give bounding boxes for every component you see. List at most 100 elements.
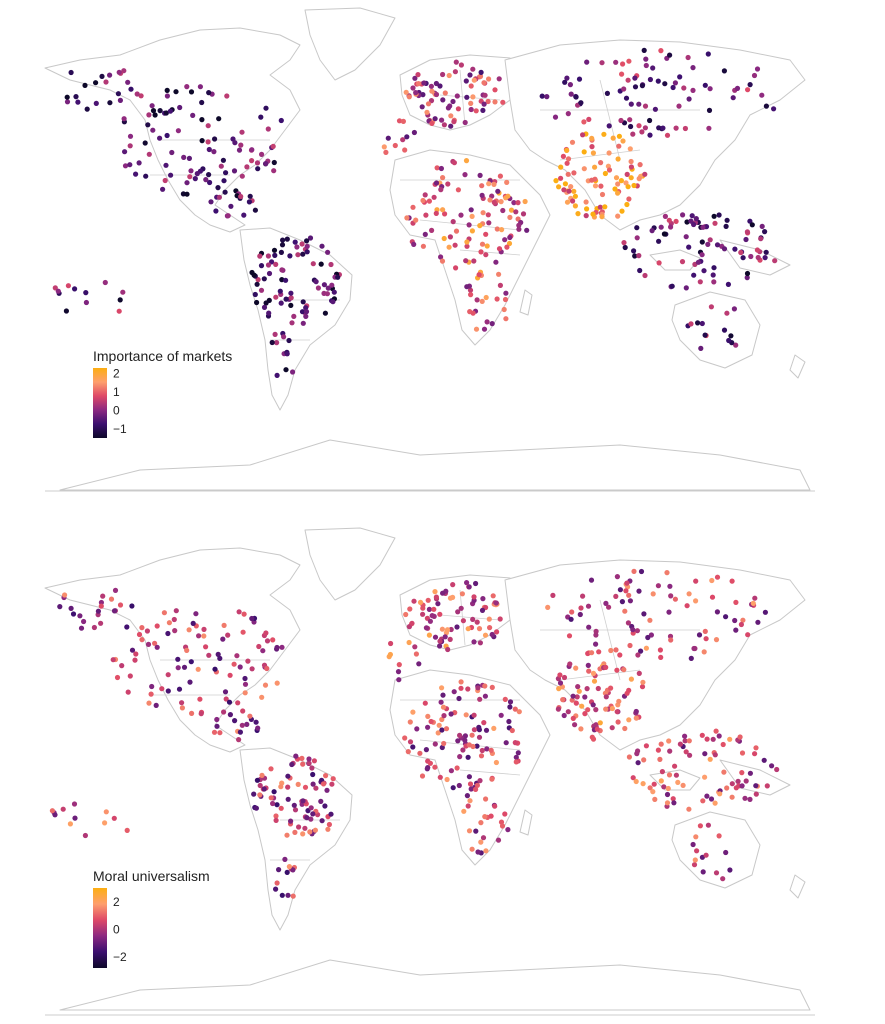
site-dot bbox=[270, 800, 276, 807]
landmass bbox=[789, 354, 806, 379]
site-dot bbox=[111, 608, 118, 614]
site-dot bbox=[237, 664, 243, 670]
country-border bbox=[459, 69, 466, 126]
site-dot bbox=[196, 633, 202, 639]
site-dot bbox=[727, 736, 733, 742]
site-dot bbox=[477, 778, 483, 784]
site-dot bbox=[506, 240, 513, 247]
legend-tick-label: 2 bbox=[113, 367, 120, 381]
site-dot bbox=[604, 90, 611, 96]
site-dot bbox=[609, 705, 616, 712]
site-dot bbox=[263, 105, 269, 111]
site-dot bbox=[285, 784, 291, 790]
site-dot bbox=[544, 94, 550, 100]
site-dot bbox=[274, 372, 280, 378]
site-dot bbox=[292, 807, 299, 813]
site-dot bbox=[244, 721, 250, 727]
site-dot bbox=[486, 76, 492, 82]
site-dot bbox=[496, 246, 503, 252]
site-dot bbox=[493, 259, 499, 265]
site-dot bbox=[515, 200, 521, 206]
site-dot bbox=[478, 249, 484, 255]
site-dot bbox=[205, 123, 211, 129]
site-dot bbox=[504, 179, 510, 185]
site-dot bbox=[212, 666, 218, 672]
site-dot bbox=[476, 724, 482, 730]
map-panel-moral-universalism: Moral universalism 2 0 −2 bbox=[0, 520, 885, 1024]
site-dot bbox=[627, 642, 633, 649]
site-dot bbox=[455, 106, 461, 112]
site-dot bbox=[565, 171, 571, 177]
site-dot bbox=[675, 779, 681, 785]
site-dot bbox=[751, 72, 758, 79]
site-dot bbox=[442, 90, 448, 96]
site-dot bbox=[712, 220, 718, 226]
site-dot bbox=[444, 776, 450, 783]
site-dot bbox=[660, 125, 666, 131]
site-dot bbox=[557, 672, 563, 678]
site-dot bbox=[621, 240, 627, 246]
site-dot bbox=[68, 69, 74, 76]
site-dot bbox=[82, 82, 88, 88]
site-dot bbox=[647, 617, 653, 623]
site-dot bbox=[666, 738, 672, 744]
site-dot bbox=[691, 272, 697, 278]
site-dot bbox=[469, 846, 475, 852]
site-dot bbox=[288, 290, 294, 296]
site-dot bbox=[416, 661, 422, 667]
site-dot bbox=[658, 224, 664, 230]
legend-tick-label: −2 bbox=[113, 950, 127, 964]
site-dot bbox=[656, 238, 662, 244]
site-dot bbox=[458, 685, 464, 691]
site-dot bbox=[593, 707, 599, 713]
site-dot bbox=[460, 618, 466, 624]
site-dot bbox=[83, 290, 89, 296]
site-dot bbox=[432, 764, 438, 770]
site-dot bbox=[239, 173, 245, 179]
site-dot bbox=[502, 237, 508, 243]
site-dot bbox=[425, 101, 432, 107]
site-dot bbox=[434, 165, 440, 171]
site-dot bbox=[321, 282, 327, 288]
site-dot bbox=[626, 754, 633, 760]
site-dot bbox=[710, 272, 716, 278]
site-dot bbox=[622, 725, 628, 732]
site-dot bbox=[705, 822, 712, 828]
site-dot bbox=[290, 867, 296, 873]
site-dot bbox=[432, 741, 438, 747]
site-dot bbox=[666, 609, 672, 615]
site-dot bbox=[682, 125, 689, 132]
site-dot bbox=[753, 745, 759, 751]
site-dot bbox=[733, 342, 739, 348]
site-dot bbox=[424, 109, 430, 115]
site-dot bbox=[522, 198, 528, 205]
site-dot bbox=[107, 100, 113, 106]
site-dot bbox=[494, 296, 500, 302]
site-dot bbox=[329, 282, 335, 288]
site-dot bbox=[584, 686, 590, 692]
site-dot bbox=[585, 707, 591, 713]
site-dot bbox=[609, 725, 615, 731]
site-dot bbox=[652, 106, 659, 112]
site-dot bbox=[388, 640, 394, 647]
site-dot bbox=[701, 268, 707, 274]
site-dot bbox=[649, 228, 655, 234]
site-dot bbox=[610, 135, 616, 141]
site-dot bbox=[392, 142, 398, 149]
site-dot bbox=[412, 644, 418, 650]
site-dot bbox=[247, 193, 253, 199]
site-dot bbox=[606, 123, 612, 129]
site-dot bbox=[425, 713, 431, 719]
landmass bbox=[519, 289, 533, 316]
site-dot bbox=[489, 776, 495, 782]
site-dot bbox=[249, 615, 255, 622]
site-dot bbox=[506, 718, 512, 725]
country-border bbox=[459, 249, 521, 256]
landmass bbox=[44, 27, 301, 233]
site-dot bbox=[720, 876, 726, 882]
site-dot bbox=[303, 305, 309, 311]
site-dot bbox=[442, 211, 448, 217]
site-dot bbox=[251, 791, 257, 797]
site-dot bbox=[308, 805, 314, 811]
site-dot bbox=[585, 650, 591, 657]
